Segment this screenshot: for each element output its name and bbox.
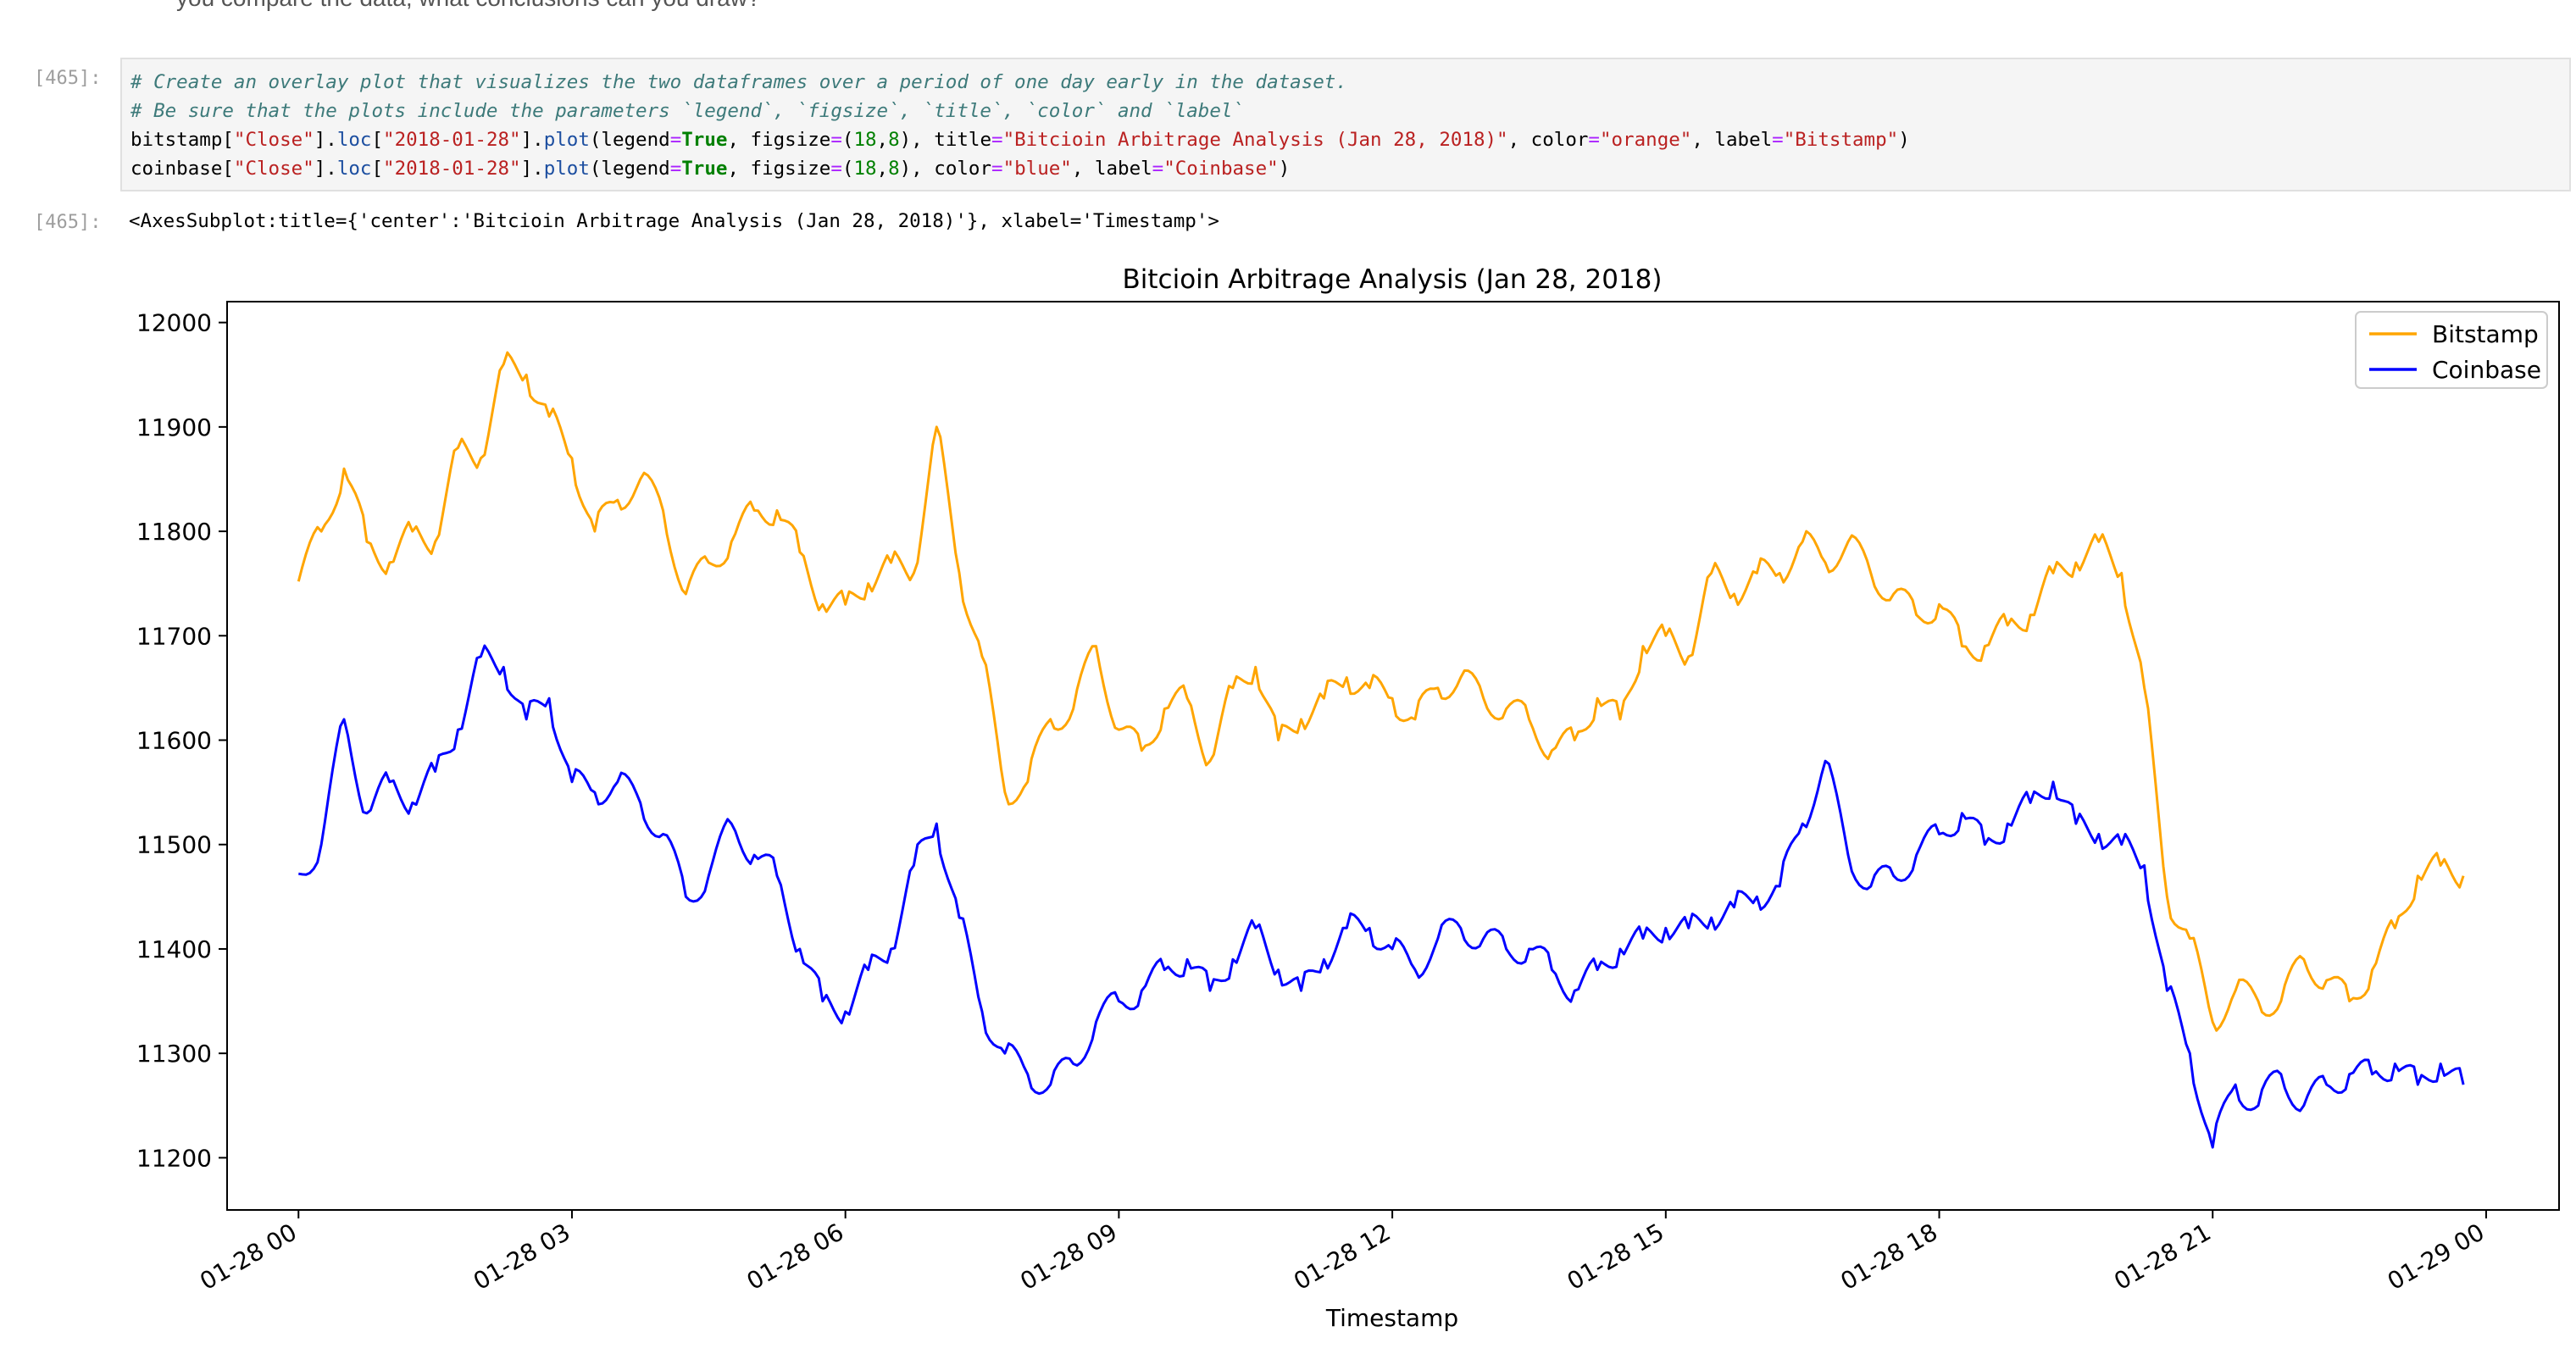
code-token: loc	[336, 158, 372, 180]
code-token: [	[371, 158, 384, 180]
code-token: ].	[520, 129, 544, 151]
code-token: )	[1898, 129, 1910, 151]
code-token: ].	[314, 129, 337, 151]
code-token: (	[841, 158, 854, 180]
output-repr: <AxesSubplot:title={'center':'Bitcioin A…	[129, 210, 1219, 232]
code-token: plot	[543, 129, 590, 151]
code-token: =	[1152, 158, 1164, 180]
y-tick-label: 11200	[136, 1144, 212, 1172]
code-token: (	[841, 129, 854, 151]
code-token: (legend	[589, 158, 670, 180]
code-token: =	[991, 158, 1003, 180]
series-line-bitstamp	[297, 351, 2465, 1032]
code-token: 8	[888, 129, 900, 151]
code-token: , color	[1507, 129, 1589, 151]
code-token: bitstamp[	[130, 129, 234, 151]
code-token: ), color	[899, 158, 992, 180]
code-cell[interactable]: # Create an overlay plot that visualizes…	[120, 58, 2571, 191]
code-token: =	[1772, 129, 1784, 151]
y-tick-label: 12000	[136, 309, 212, 337]
code-token: =	[669, 158, 682, 180]
y-tick-label: 11400	[136, 935, 212, 963]
code-token: "Coinbase"	[1163, 158, 1279, 180]
code-token: True	[681, 158, 728, 180]
prompt-question-text: you compare the data, what conclusions c…	[176, 0, 761, 12]
legend[interactable]: Bitstamp Coinbase	[2355, 311, 2548, 389]
x-axis: 01-28 00 01-28 03 01-28 06 01-28 09 01-28 12…	[195, 1210, 2489, 1296]
x-axis-label: Timestamp	[1325, 1304, 1458, 1332]
code-token: "Bitcioin Arbitrage Analysis (Jan 28, 20…	[1002, 129, 1508, 151]
code-token: , label	[1071, 158, 1152, 180]
code-line: # Create an overlay plot that visualizes…	[130, 68, 2561, 97]
code-token: ].	[314, 158, 337, 180]
code-token: "Close"	[233, 129, 314, 151]
y-tick-label: 11800	[136, 518, 212, 546]
code-token: plot	[543, 158, 590, 180]
code-line: bitstamp["Close"].loc["2018-01-28"].plot…	[130, 125, 2561, 154]
output-prompt: [465]:	[34, 212, 102, 233]
x-tick-label: 01-29 00	[2383, 1218, 2490, 1296]
chart-title: Bitcioin Arbitrage Analysis (Jan 28, 201…	[1123, 264, 1663, 295]
code-token: 8	[888, 158, 900, 180]
code-token: 18	[853, 129, 877, 151]
code-token: ,	[876, 158, 889, 180]
code-token: =	[830, 158, 842, 180]
code-token: "Close"	[233, 158, 314, 180]
code-token: =	[669, 129, 682, 151]
y-tick-label: 11900	[136, 413, 212, 441]
code-token: coinbase[	[130, 158, 234, 180]
code-token: True	[681, 129, 728, 151]
x-tick-label: 01-28 12	[1289, 1218, 1396, 1296]
x-tick-label: 01-28 18	[1835, 1218, 1942, 1296]
code-token: =	[991, 129, 1003, 151]
x-tick-label: 01-28 00	[195, 1218, 302, 1296]
x-tick-label: 01-28 21	[2109, 1218, 2216, 1296]
code-token: "blue"	[1002, 158, 1072, 180]
plot-area	[226, 301, 2560, 1211]
code-token: ), title	[899, 129, 992, 151]
code-token: , label	[1691, 129, 1773, 151]
x-tick-label: 01-28 15	[1563, 1218, 1669, 1296]
code-token: "2018-01-28"	[383, 129, 521, 151]
y-tick-label: 11600	[136, 727, 212, 755]
code-token: , figsize	[727, 158, 831, 180]
y-tick-label: 11700	[136, 622, 212, 650]
x-tick-label: 01-28 09	[1015, 1218, 1122, 1296]
x-tick-label: 01-28 06	[742, 1218, 849, 1296]
code-token: [	[371, 129, 384, 151]
y-axis: 11200 11300 11400 11500 11600 11700 11800 11900…	[136, 309, 227, 1172]
code-line: # Be sure that the plots include the par…	[130, 97, 2561, 125]
code-token: # Create an overlay plot that visualizes…	[130, 71, 1347, 93]
code-line: coinbase["Close"].loc["2018-01-28"].plot…	[130, 154, 2561, 183]
code-token: =	[1588, 129, 1600, 151]
code-token: ,	[876, 129, 889, 151]
code-token: "2018-01-28"	[383, 158, 521, 180]
code-token: "Bitstamp"	[1783, 129, 1899, 151]
code-token: =	[830, 129, 842, 151]
series-lines	[297, 351, 2465, 1149]
code-token: 18	[853, 158, 877, 180]
code-token: , figsize	[727, 129, 831, 151]
input-prompt: [465]:	[34, 68, 102, 89]
legend-entry: Coinbase	[2432, 356, 2541, 384]
code-token: ].	[520, 158, 544, 180]
y-tick-label: 11500	[136, 831, 212, 859]
series-line-coinbase	[298, 644, 2465, 1149]
x-tick-label: 01-28 03	[469, 1218, 575, 1296]
legend-entry: Bitstamp	[2432, 320, 2539, 348]
code-token: )	[1278, 158, 1291, 180]
code-token: (legend	[589, 129, 670, 151]
code-token: # Be sure that the plots include the par…	[130, 100, 1244, 122]
code-token: "orange"	[1599, 129, 1692, 151]
y-tick-label: 11300	[136, 1040, 212, 1068]
code-token: loc	[336, 129, 372, 151]
